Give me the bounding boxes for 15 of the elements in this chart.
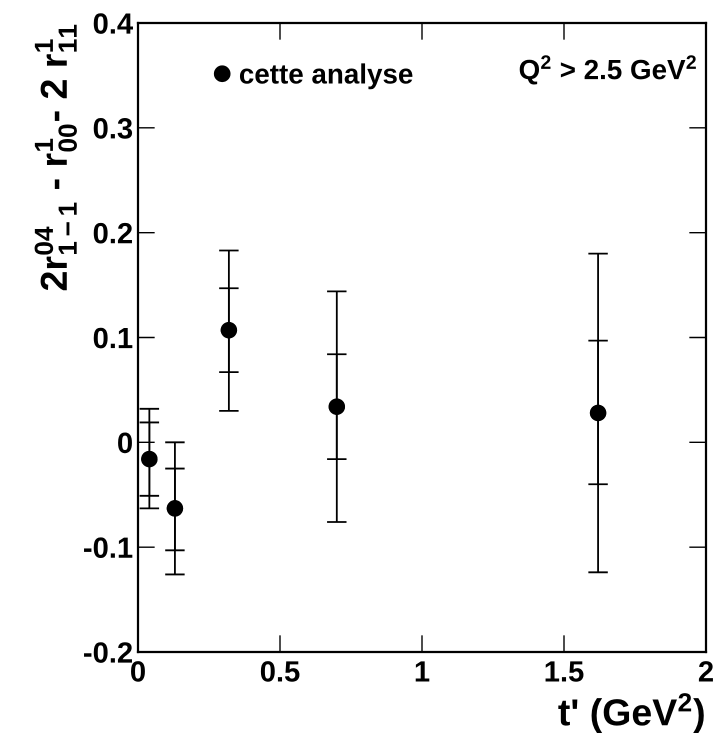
y-tick-label: 0.2 [94, 222, 132, 244]
x-tick-label: 1.5 [546, 661, 584, 682]
text: 2r$^{04}$$_{1−1}$ - r$^{1}$$_{00}$- 2 r$^{1}$$_{11}$ [34, 24, 77, 290]
y-tick-label: -0.1 [84, 537, 132, 558]
x-axis-title: t' (GeV$^{2}$) [558, 693, 704, 734]
annotation: Q$^{2}$ > 2.5 GeV$^{2}$ [520, 55, 696, 85]
x-tick-label: 2 [698, 661, 713, 682]
legend-label: cette analyse [240, 63, 412, 90]
x-tick-label: 0.5 [260, 661, 300, 682]
y-tick-label: 0 [118, 432, 132, 454]
y-tick-label: 0.3 [94, 118, 132, 139]
y-tick-label: -0.2 [84, 642, 132, 663]
y-tick-label: 0.1 [94, 328, 132, 348]
y-tick-label: 0.4 [94, 13, 133, 34]
x-tick-label: 1 [416, 661, 430, 682]
